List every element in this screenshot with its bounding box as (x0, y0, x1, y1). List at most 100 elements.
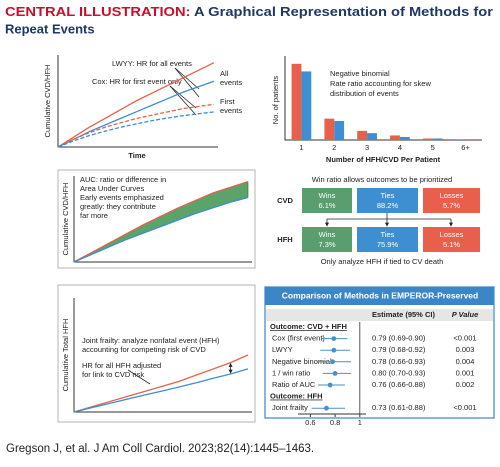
estimate-label: 0.79 (0.68-0.92) (372, 345, 426, 354)
annotation: Rate ratio accounting for skew (330, 79, 431, 88)
citation: Gregson J, et al. J Am Coll Cardiol. 202… (6, 443, 314, 455)
bar (399, 136, 410, 140)
x-tick-label: 4 (398, 143, 402, 152)
line-series (73, 180, 249, 263)
bar (465, 139, 476, 140)
forest-title-bar (265, 287, 494, 305)
estimate-label: 0.78 (0.66-0.93) (372, 357, 426, 366)
cell-value: 5.1% (443, 240, 460, 249)
annotation: LWYY: HR for all events (112, 59, 192, 68)
estimate-point (331, 336, 337, 341)
estimate-label: 0.73 (0.61-0.88) (372, 403, 426, 412)
win-cell (302, 188, 352, 213)
y-axis-label: Cumulative Total HFH (61, 319, 70, 392)
forest-title: Comparison of Methods in EMPEROR-Preserv… (282, 290, 478, 300)
arrow (127, 369, 151, 385)
row-label: HFH (277, 235, 292, 244)
p-value: 0.001 (456, 368, 475, 377)
annotation: Area Under Curves (80, 184, 144, 193)
estimate-point (324, 405, 329, 411)
x-axis-label: Time (128, 151, 145, 160)
row-label: Negative binomial (272, 357, 332, 366)
y-axis-label: Cumulative CVD/HFH (61, 183, 70, 256)
row-label: Joint frailty (272, 403, 308, 412)
axis (284, 56, 482, 141)
bar (422, 138, 433, 140)
arrow (169, 85, 197, 116)
bar (291, 63, 302, 140)
header-title: A Graphical Representation of Methods fo… (194, 4, 493, 19)
win-cell (357, 188, 418, 213)
annotation: Cox: HR for first event only (92, 77, 182, 86)
annotation: far more (80, 211, 108, 220)
annotation: First (220, 97, 235, 106)
annotation: Early events emphasized (80, 193, 164, 202)
cell-value: 7.3% (318, 240, 335, 249)
y-axis-label: Cumulative CVD/HFH (43, 65, 52, 138)
x-tick-label: 2 (332, 143, 336, 152)
win-note: Only analyze HFH if tied to CV death (321, 257, 444, 266)
row-label: Cox (first event) (272, 334, 325, 343)
cell-label: Ties (381, 191, 395, 200)
cell-label: Losses (440, 230, 464, 239)
x-tick-label: 0.6 (305, 418, 315, 427)
column-header-bar (266, 309, 493, 321)
cell-label: Ties (381, 230, 395, 239)
estimate-label: 0.76 (0.66-0.88) (372, 380, 426, 389)
arrow (174, 67, 200, 98)
bar (301, 71, 312, 140)
annotation: accounting for competing risk of CVD (82, 345, 206, 354)
bar (367, 133, 377, 140)
header: CENTRAL ILLUSTRATION: A Graphical Repres… (5, 4, 493, 19)
axis (57, 55, 218, 148)
panel-frame (57, 169, 256, 269)
cell-value: 6.1% (318, 201, 335, 210)
estimate-point (330, 359, 336, 365)
line-series (73, 354, 249, 413)
win-cell (423, 188, 480, 213)
estimate-point (327, 382, 333, 388)
annotation: All (220, 69, 229, 78)
x-tick-label: 0.8 (330, 418, 340, 427)
cell-label: Wins (319, 191, 336, 200)
cell-value: 5.7% (443, 201, 460, 210)
p-value: 0.003 (456, 345, 475, 354)
annotation: for link to CVD risk (82, 370, 144, 379)
annotation: greatly: they contribute (80, 202, 156, 211)
p-value: 0.004 (456, 357, 475, 366)
panel-frame (57, 284, 256, 423)
p-value: <0.001 (453, 334, 476, 343)
line-series (57, 80, 215, 148)
row-label: LWYY (272, 345, 293, 354)
annotation: Negative binomial (330, 69, 390, 78)
annotation: Joint frailty: analyze nonfatal event (H… (82, 336, 220, 345)
line-series (57, 103, 215, 148)
win-ratio: Win ratio allows outcomes to be prioriti… (277, 175, 453, 266)
p-value: 0.002 (456, 380, 475, 389)
annotation: distribution of events (330, 89, 399, 98)
bar (357, 130, 368, 140)
bar (455, 139, 466, 140)
row-label: 1 / win ratio (272, 368, 310, 377)
estimate-point (332, 371, 338, 376)
estimate-point (331, 347, 337, 353)
axis (73, 298, 252, 413)
bar (324, 118, 335, 140)
bar (390, 135, 400, 140)
column-header: P Value (452, 310, 479, 319)
win-cell (423, 227, 480, 252)
group-label: Outcome: CVD + HFH (270, 322, 347, 331)
x-tick-label: 3 (365, 143, 369, 152)
header-label: CENTRAL ILLUSTRATION: (5, 4, 190, 19)
annotation: events (220, 106, 242, 115)
x-tick-label: 1 (358, 418, 362, 427)
cell-value: 88.2% (377, 201, 399, 210)
arrow (169, 85, 197, 109)
estimate-label: 0.80 (0.70-0.93) (372, 368, 426, 377)
row-label: Ratio of AUC (272, 380, 316, 389)
y-axis-label: No. of patients (271, 76, 280, 125)
annotation: HR for all HFH adjusted (82, 361, 161, 370)
cell-value: 75.9% (377, 240, 399, 249)
cell-label: Wins (319, 230, 336, 239)
